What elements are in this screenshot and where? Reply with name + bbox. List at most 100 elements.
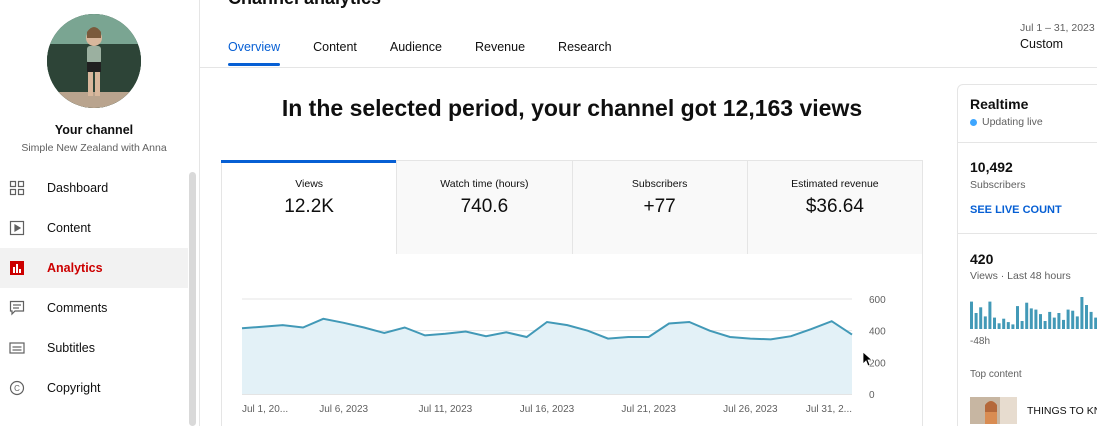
y-tick-label: 600	[869, 295, 886, 306]
divider	[958, 142, 1097, 143]
tab-research[interactable]: Research	[558, 40, 612, 54]
live-dot-icon	[970, 118, 977, 126]
views-chart-panel: 600 400 200 0 Jul 1, 20... Jul 6, 2023 Jul 11,…	[221, 253, 923, 426]
header-divider	[200, 67, 1097, 68]
x-tick-label: Jul 11, 2023	[418, 404, 472, 415]
sidebar: Your channel Simple New Zealand with Ann…	[0, 0, 200, 426]
metric-card-revenue[interactable]: Estimated revenue $36.64	[746, 161, 922, 254]
metric-card-views[interactable]: Views 12.2K	[220, 160, 397, 254]
sidebar-item-analytics[interactable]: Analytics	[0, 248, 188, 288]
sidebar-item-dashboard[interactable]: Dashboard	[0, 168, 188, 208]
divider	[958, 233, 1097, 234]
copyright-icon: C	[9, 380, 25, 396]
date-preset[interactable]: Custom	[1020, 37, 1064, 51]
realtime-bar	[1016, 306, 1019, 329]
sidebar-item-label: Dashboard	[47, 181, 109, 195]
dashboard-icon	[9, 180, 25, 196]
channel-title: Your channel	[54, 123, 134, 137]
realtime-card: Realtime Updating live 10,492 Subscriber…	[957, 84, 1097, 426]
realtime-bar	[1066, 309, 1070, 329]
realtime-bar	[1089, 311, 1093, 329]
channel-avatar[interactable]	[47, 14, 141, 108]
tab-overview[interactable]: Overview	[228, 32, 281, 66]
realtime-bar	[1011, 324, 1015, 329]
metric-label: Watch time (hours)	[440, 178, 529, 190]
realtime-bar	[983, 316, 987, 329]
sidebar-item-content[interactable]: Content	[0, 208, 188, 248]
tab-audience[interactable]: Audience	[389, 40, 442, 54]
views-line	[241, 317, 853, 341]
channel-name: Simple New Zealand with Anna	[21, 142, 167, 154]
metric-value: $36.64	[805, 196, 864, 217]
date-range[interactable]: Jul 1 – 31, 2023	[1020, 22, 1095, 34]
analytics-tabs: Overview Content Audience Revenue Resear…	[228, 32, 645, 66]
sidebar-item-label: Content	[47, 221, 91, 235]
realtime-bar	[979, 307, 983, 329]
realtime-bar	[997, 323, 1001, 329]
realtime-bar	[1006, 322, 1010, 329]
realtime-bar	[1029, 308, 1033, 329]
top-content-title[interactable]: THINGS TO KN	[1027, 405, 1097, 417]
sidebar-item-label: Subtitles	[47, 341, 95, 355]
metric-label: Subscribers	[631, 178, 688, 190]
top-content-label: Top content	[970, 369, 1022, 380]
realtime-bar	[1071, 310, 1075, 329]
realtime-bar	[1043, 321, 1047, 329]
mouse-cursor-icon	[862, 351, 872, 367]
analytics-icon	[9, 260, 25, 276]
realtime-bar	[1020, 321, 1024, 329]
x-tick-label: Jul 31, 2...	[806, 404, 852, 415]
realtime-bar	[1025, 302, 1029, 329]
x-tick-label: Jul 6, 2023	[319, 404, 368, 415]
realtime-axis-label: -48h	[970, 336, 991, 347]
realtime-bar	[1075, 316, 1079, 329]
realtime-bar	[974, 313, 978, 329]
tab-revenue[interactable]: Revenue	[475, 40, 526, 54]
realtime-bar	[1085, 305, 1088, 329]
x-tick-label: Jul 1, 20...	[242, 404, 288, 415]
sidebar-scrollbar[interactable]	[189, 172, 196, 426]
y-tick-label: 0	[869, 390, 875, 401]
realtime-views-label: Views · Last 48 hours	[970, 270, 1071, 282]
realtime-bar	[1062, 319, 1065, 329]
realtime-subscribers-value: 10,492	[970, 159, 1013, 175]
metric-label: Views	[295, 178, 324, 190]
tab-content[interactable]: Content	[313, 40, 357, 54]
metric-label: Estimated revenue	[791, 178, 879, 190]
sidebar-item-label: Comments	[47, 301, 108, 315]
realtime-bar	[988, 301, 992, 329]
realtime-bar	[1039, 314, 1042, 329]
realtime-status-text: Updating live	[982, 116, 1043, 128]
realtime-bar	[1057, 313, 1061, 329]
metric-cards: Views 12.2K Watch time (hours) 740.6 Sub…	[220, 160, 923, 254]
metric-card-watch-time[interactable]: Watch time (hours) 740.6	[396, 161, 572, 254]
sidebar-nav: Dashboard Content Analytics Comments Sub…	[0, 168, 188, 408]
realtime-bar	[1002, 318, 1006, 329]
sidebar-item-copyright[interactable]: C Copyright	[0, 368, 188, 408]
y-tick-label: 200	[869, 358, 886, 369]
realtime-bar	[1052, 317, 1056, 329]
svg-text:C: C	[14, 384, 20, 393]
comments-icon	[9, 300, 25, 316]
realtime-bar	[993, 317, 996, 329]
realtime-bar	[1048, 311, 1052, 329]
metric-card-subscribers[interactable]: Subscribers +77	[571, 161, 747, 254]
top-content-thumbnail[interactable]	[970, 397, 1017, 424]
see-live-count-link[interactable]: SEE LIVE COUNT	[970, 204, 1062, 216]
realtime-bar	[970, 301, 973, 329]
page-title: Channel analytics	[228, 0, 381, 9]
sidebar-item-label: Analytics	[47, 261, 103, 275]
x-tick-label: Jul 21, 2023	[621, 404, 676, 415]
realtime-bar-chart[interactable]	[970, 295, 1097, 329]
realtime-status: Updating live	[970, 116, 1043, 128]
subtitles-icon	[9, 340, 25, 356]
realtime-subscribers-label: Subscribers	[970, 179, 1026, 191]
sidebar-item-comments[interactable]: Comments	[0, 288, 188, 328]
views-area	[242, 318, 852, 394]
realtime-bar	[1034, 309, 1038, 329]
overview-headline: In the selected period, your channel got…	[281, 95, 863, 121]
realtime-bar	[1080, 297, 1084, 329]
metric-value: 12.2K	[284, 196, 334, 217]
views-chart[interactable]: 600 400 200 0 Jul 1, 20... Jul 6, 2023 Jul 11,…	[222, 253, 922, 426]
sidebar-item-subtitles[interactable]: Subtitles	[0, 328, 188, 368]
